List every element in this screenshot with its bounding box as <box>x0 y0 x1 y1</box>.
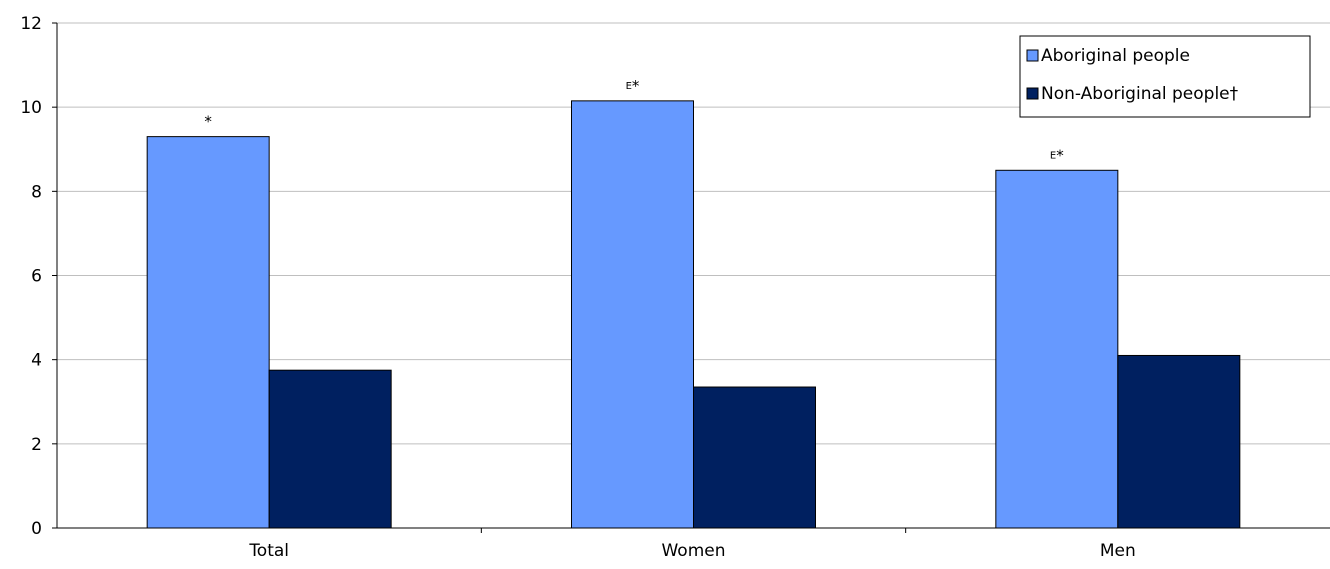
x-category-label: Women <box>661 541 725 561</box>
bar-aboriginal <box>571 100 694 529</box>
x-category-label: Total <box>248 541 289 561</box>
bar-non-aboriginal <box>268 369 392 529</box>
legend: Aboriginal people Non-Aboriginal people† <box>1019 35 1311 118</box>
y-tick-label: 10 <box>20 98 42 118</box>
y-tick-label: 6 <box>31 267 42 287</box>
bars <box>146 100 1241 529</box>
legend-label-non-aboriginal: Non-Aboriginal people† <box>1041 84 1239 104</box>
annotation-mark: * <box>1056 146 1064 164</box>
bar-annotation: E* <box>1050 146 1064 164</box>
annotation-mark: * <box>204 113 212 131</box>
x-category-label: Men <box>1100 541 1136 561</box>
bar-non-aboriginal <box>1117 354 1241 529</box>
legend-label-aboriginal: Aboriginal people <box>1041 46 1190 66</box>
bar-aboriginal <box>995 169 1119 529</box>
axes <box>52 22 1330 533</box>
annotation-superscript: E <box>626 81 632 92</box>
legend-swatch-non-aboriginal <box>1026 87 1039 100</box>
y-tick-label: 8 <box>31 182 42 202</box>
y-tick-label: 4 <box>31 351 42 371</box>
y-tick-label: 0 <box>31 519 42 539</box>
y-tick-labels: 0 2 4 6 8 10 12 <box>20 14 42 539</box>
bar-annotation: * <box>204 113 212 131</box>
bar-non-aboriginal <box>693 386 816 529</box>
bar-aboriginal <box>146 136 270 529</box>
annotation-mark: * <box>632 77 640 95</box>
bar-annotation: E* <box>626 77 640 95</box>
bar-annotations: *E*E* <box>204 77 1064 164</box>
annotation-superscript: E <box>1050 150 1056 161</box>
x-category-labels: Total Women Men <box>248 541 1135 561</box>
legend-box <box>1019 35 1311 118</box>
y-tick-label: 2 <box>31 435 42 455</box>
y-tick-label: 12 <box>20 14 42 34</box>
legend-swatch-aboriginal <box>1026 49 1039 62</box>
